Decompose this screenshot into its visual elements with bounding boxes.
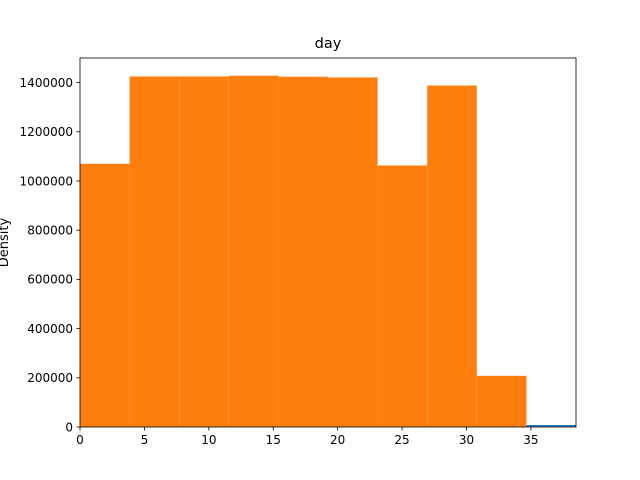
- histogram-bar-1: [129, 76, 180, 427]
- x-tick-label-7: 35: [523, 433, 538, 447]
- x-tick-label-4: 20: [330, 433, 345, 447]
- y-tick-label-0: 0: [65, 420, 73, 434]
- y-tick-label-4: 800000: [27, 224, 73, 238]
- histogram-bar-4: [278, 76, 328, 428]
- chart-title: day: [315, 36, 342, 52]
- histogram-bar-3: [228, 75, 279, 427]
- x-tick-label-6: 30: [459, 433, 474, 447]
- x-tick-label-3: 15: [266, 433, 281, 447]
- x-tick-label-0: 0: [76, 433, 84, 447]
- x-tick-label-5: 25: [394, 433, 409, 447]
- y-tick-label-2: 400000: [27, 322, 73, 336]
- histogram-bar-7: [427, 85, 477, 427]
- y-axis-ticks: 0 200000 400000 600000 800000 1000000 1200000 1…: [20, 76, 80, 434]
- plot-frame: [79, 57, 577, 428]
- x-axis-ticks: 0 5 10 15 20 25 30 35: [76, 427, 539, 447]
- histogram-bar-2: [179, 76, 229, 427]
- histogram-bar-5: [328, 77, 378, 428]
- histogram-bar-8: [476, 375, 527, 427]
- x-tick-label-1: 5: [141, 433, 149, 447]
- histogram-bar-6: [377, 165, 428, 427]
- x-tick-label-2: 10: [201, 433, 216, 447]
- y-tick-label-5: 1000000: [20, 174, 73, 188]
- y-axis-label: Density: [0, 217, 12, 267]
- histogram-bar-0: [80, 163, 130, 427]
- y-tick-label-3: 600000: [27, 273, 73, 287]
- bars-group: [80, 75, 527, 428]
- y-tick-label-7: 1400000: [20, 76, 73, 90]
- y-tick-label-1: 200000: [27, 371, 73, 385]
- y-tick-label-6: 1200000: [20, 125, 73, 139]
